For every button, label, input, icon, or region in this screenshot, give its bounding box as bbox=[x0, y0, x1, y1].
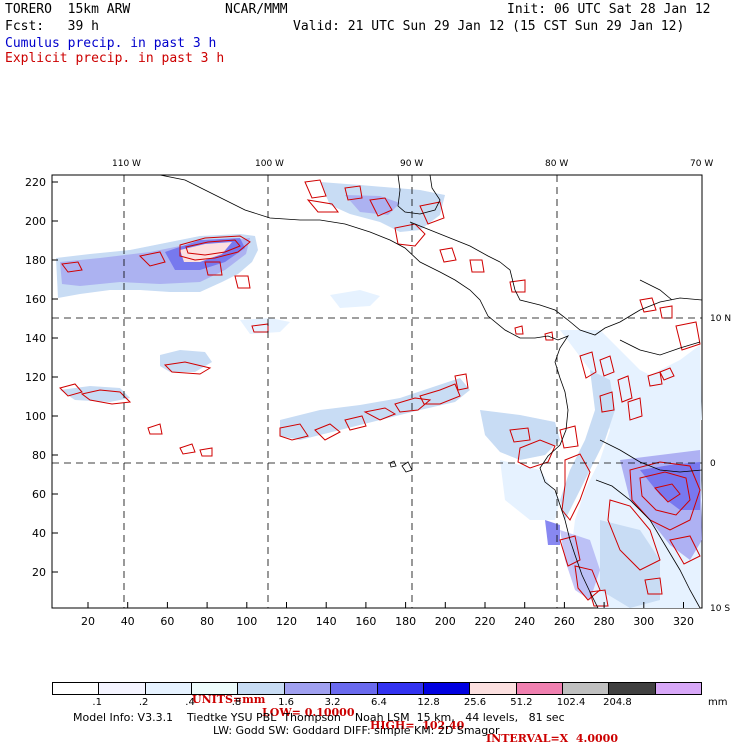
lon-label: 110 W bbox=[112, 159, 141, 169]
colorbar-swatch bbox=[192, 683, 239, 694]
lat-label: 10 N bbox=[710, 314, 731, 324]
contours-units: UNITS=mm bbox=[192, 693, 266, 706]
colorbar-swatch bbox=[99, 683, 146, 694]
y-tick-label: 140 bbox=[25, 332, 46, 345]
x-tick-label: 20 bbox=[81, 615, 95, 628]
lat-label: 10 S bbox=[710, 604, 730, 614]
x-tick-label: 320 bbox=[673, 615, 694, 628]
colorbar-swatch bbox=[145, 683, 193, 694]
x-tick-label: 80 bbox=[200, 615, 214, 628]
y-tick-label: 100 bbox=[25, 410, 46, 423]
x-tick-label: 140 bbox=[316, 615, 337, 628]
colorbar-label: 51.2 bbox=[510, 697, 533, 708]
field-cumulus-label: Cumulus precip. in past 3 h bbox=[5, 36, 217, 51]
y-tick-label: 120 bbox=[25, 371, 46, 384]
colorbar-swatch bbox=[53, 683, 100, 694]
x-tick-label: 200 bbox=[435, 615, 456, 628]
model-physics: LW: Godd SW: Goddard DIFF: simple KM: 2D… bbox=[213, 724, 500, 737]
lon-label: 90 W bbox=[400, 159, 423, 169]
colorbar-label: 25.6 bbox=[463, 697, 487, 708]
x-tick-label: 260 bbox=[554, 615, 575, 628]
x-axis-ticks: 20 40 60 80 100 120 140 160 180 200 220 240 260 280 30… bbox=[81, 602, 694, 628]
y-tick-label: 180 bbox=[25, 254, 46, 267]
x-tick-label: 300 bbox=[633, 615, 654, 628]
y-tick-label: 20 bbox=[32, 566, 46, 579]
colorbar-label: 6.4 bbox=[371, 697, 387, 708]
x-tick-label: 40 bbox=[121, 615, 135, 628]
x-tick-label: 240 bbox=[514, 615, 535, 628]
contours-high: HIGH= 102.40 bbox=[370, 719, 465, 732]
lon-label: 80 W bbox=[545, 159, 568, 169]
colorbar-label: .4 bbox=[185, 697, 195, 708]
colorbar bbox=[52, 682, 702, 695]
colorbar-label: 102.4 bbox=[556, 697, 586, 708]
colorbar-swatch bbox=[238, 683, 285, 694]
colorbar-label: 3.2 bbox=[324, 697, 341, 708]
colorbar-label: .8 bbox=[231, 697, 242, 708]
init-time: Init: 06 UTC Sat 28 Jan 12 bbox=[507, 2, 711, 17]
colorbar-swatch bbox=[516, 683, 563, 694]
y-axis-ticks: 220 200 180 160 140 120 100 80 60 40 20 bbox=[25, 176, 58, 579]
latlon-grid bbox=[52, 175, 702, 608]
y-tick-label: 200 bbox=[25, 215, 46, 228]
x-tick-label: 120 bbox=[276, 615, 297, 628]
x-tick-label: 60 bbox=[160, 615, 174, 628]
map-content bbox=[52, 175, 702, 608]
colorbar-swatch bbox=[655, 683, 702, 694]
colorbar-swatch bbox=[562, 683, 610, 694]
model-info: Model Info: V3.3.1 Tiedtke YSU PBL Thomp… bbox=[73, 711, 565, 724]
colorbar-label: .2 bbox=[138, 697, 149, 708]
colorbar-label: 204.8 bbox=[603, 697, 632, 708]
contours-interval: INTERVAL=X 4.0000 bbox=[486, 732, 618, 745]
latitude-labels: 10 N 0 10 S bbox=[710, 314, 731, 614]
colorbar-label: 1.6 bbox=[278, 697, 295, 708]
y-tick-label: 80 bbox=[32, 449, 46, 462]
colorbar-swatch bbox=[609, 683, 656, 694]
x-tick-label: 220 bbox=[475, 615, 496, 628]
lon-label: 70 W bbox=[690, 159, 713, 169]
colorbar-swatch bbox=[331, 683, 378, 694]
y-tick-label: 60 bbox=[32, 488, 46, 501]
x-tick-label: 160 bbox=[355, 615, 376, 628]
colorbar-swatch bbox=[284, 683, 332, 694]
lon-label: 100 W bbox=[255, 159, 284, 169]
y-tick-label: 40 bbox=[32, 527, 46, 540]
contours-low: LOW= 0.10000 bbox=[262, 706, 355, 719]
colorbar-swatch bbox=[377, 683, 424, 694]
model-title: TORERO 15km ARW bbox=[5, 2, 131, 17]
colorbar-unit: mm bbox=[708, 697, 728, 708]
forecast-hour: Fcst: 39 h bbox=[5, 19, 99, 34]
valid-time: Valid: 21 UTC Sun 29 Jan 12 (15 CST Sun … bbox=[293, 19, 685, 34]
colorbar-label: .1 bbox=[92, 697, 102, 708]
cumulus-precip-shading bbox=[56, 182, 702, 608]
y-tick-label: 160 bbox=[25, 293, 46, 306]
x-tick-label: 180 bbox=[395, 615, 416, 628]
y-tick-label: 220 bbox=[25, 176, 46, 189]
org-label: NCAR/MMM bbox=[225, 2, 288, 17]
lat-label: 0 bbox=[710, 459, 716, 469]
coastlines bbox=[159, 175, 702, 608]
x-tick-label: 280 bbox=[594, 615, 615, 628]
field-explicit-label: Explicit precip. in past 3 h bbox=[5, 51, 225, 66]
colorbar-label: 12.8 bbox=[417, 697, 440, 708]
colorbar-swatch bbox=[470, 683, 517, 694]
x-tick-label: 100 bbox=[236, 615, 257, 628]
longitude-labels: 110 W 100 W 90 W 80 W 70 W bbox=[112, 159, 713, 169]
colorbar-swatch bbox=[423, 683, 471, 694]
